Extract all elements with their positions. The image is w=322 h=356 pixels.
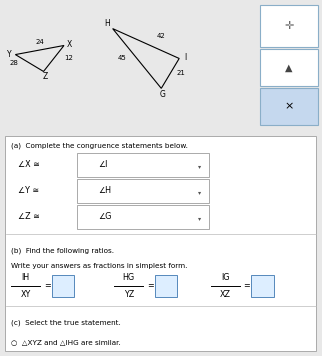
Text: (c)  Select the true statement.: (c) Select the true statement. (11, 320, 121, 326)
Text: ∠X ≅: ∠X ≅ (18, 161, 40, 169)
Text: IH: IH (22, 273, 30, 282)
Text: ▲: ▲ (285, 63, 293, 73)
Text: ○  △XYZ and △IHG are similar.: ○ △XYZ and △IHG are similar. (11, 339, 121, 345)
Text: Write your answers as fractions in simplest form.: Write your answers as fractions in simpl… (11, 263, 188, 269)
FancyBboxPatch shape (5, 136, 316, 351)
Text: =: = (44, 282, 51, 290)
FancyBboxPatch shape (77, 153, 209, 177)
Text: ×: × (284, 101, 294, 111)
Text: (b)  Find the following ratios.: (b) Find the following ratios. (11, 247, 114, 254)
Text: ▾: ▾ (198, 164, 201, 169)
Text: X: X (67, 40, 72, 49)
Text: 12: 12 (65, 56, 73, 62)
FancyBboxPatch shape (155, 275, 177, 297)
Text: ▾: ▾ (198, 190, 201, 195)
Text: 21: 21 (176, 70, 185, 77)
Text: ∠Z ≅: ∠Z ≅ (18, 213, 40, 221)
Text: ∠G: ∠G (98, 213, 112, 221)
Text: ∠I: ∠I (98, 161, 108, 169)
FancyBboxPatch shape (251, 275, 274, 297)
Text: ▾: ▾ (198, 216, 201, 221)
Text: ✛: ✛ (284, 21, 294, 31)
Text: 42: 42 (157, 33, 166, 40)
Text: I: I (185, 53, 187, 62)
Text: G: G (160, 90, 166, 99)
FancyBboxPatch shape (260, 5, 318, 47)
Text: Z: Z (42, 72, 47, 81)
FancyBboxPatch shape (260, 88, 318, 125)
Text: 45: 45 (117, 56, 126, 62)
Text: 24: 24 (35, 39, 44, 45)
Text: Y: Y (7, 50, 11, 59)
Text: 28: 28 (10, 60, 19, 66)
Text: H: H (105, 19, 110, 28)
Text: ∠Y ≅: ∠Y ≅ (18, 187, 39, 195)
Text: ∠H: ∠H (98, 187, 111, 195)
Text: XY: XY (21, 290, 31, 299)
Text: HG: HG (123, 273, 135, 282)
FancyBboxPatch shape (77, 179, 209, 203)
FancyBboxPatch shape (260, 49, 318, 86)
Text: =: = (244, 282, 250, 290)
FancyBboxPatch shape (77, 205, 209, 229)
Text: (a)  Complete the congruence statements below.: (a) Complete the congruence statements b… (11, 142, 188, 149)
Text: XZ: XZ (220, 290, 231, 299)
Text: =: = (147, 282, 154, 290)
Text: IG: IG (221, 273, 230, 282)
FancyBboxPatch shape (52, 275, 74, 297)
Text: YZ: YZ (124, 290, 134, 299)
